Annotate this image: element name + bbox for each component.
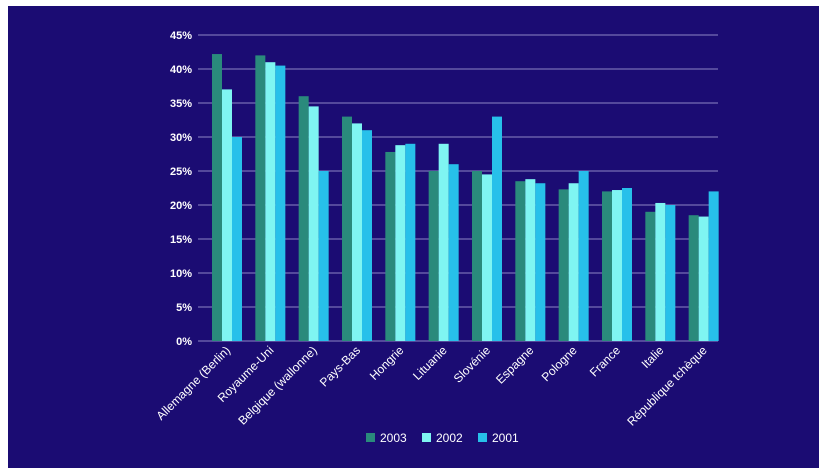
bar-2001 — [708, 191, 719, 341]
bar-2002 — [698, 216, 709, 341]
legend-label: 2001 — [492, 431, 519, 445]
bar-2001 — [665, 205, 676, 341]
bar-2003 — [298, 96, 309, 341]
bar-2003 — [688, 215, 699, 341]
y-tick-label: 5% — [176, 302, 192, 314]
bar-2002 — [438, 143, 449, 341]
x-tick-label: Lituanie — [410, 343, 450, 383]
x-tick-label: France — [587, 343, 624, 380]
bar-2002 — [265, 62, 276, 341]
x-tick-label: République tchèque — [624, 343, 710, 429]
y-tick-label: 15% — [170, 234, 192, 246]
bar-2002 — [612, 190, 622, 341]
legend-label: 2003 — [380, 431, 407, 445]
bar-2002 — [482, 174, 492, 341]
y-tick-label: 10% — [170, 268, 192, 280]
bar-2002 — [222, 89, 232, 342]
bar-2001 — [578, 171, 589, 341]
y-tick-label: 45% — [170, 30, 192, 42]
x-tick-label: Espagne — [493, 343, 537, 387]
x-tick-label: Hongrie — [367, 343, 407, 383]
bar-2003 — [212, 54, 222, 341]
bar-2003 — [385, 151, 396, 341]
bar-2001 — [492, 116, 502, 341]
bar-2003 — [645, 211, 656, 341]
legend-label: 2002 — [436, 431, 463, 445]
y-tick-label: 40% — [170, 64, 192, 76]
bar-chart: 0% 5% 10% 15% 20% 25% 30% 35% 40% 45% Allemagne (B… — [153, 30, 719, 445]
bar-2001 — [622, 188, 632, 341]
bar-2002 — [655, 202, 666, 341]
bar-2003 — [558, 189, 569, 341]
bar-2002 — [352, 123, 362, 342]
y-tick-label: 20% — [170, 200, 192, 212]
bar-2003 — [428, 171, 439, 341]
legend-swatch — [366, 433, 375, 442]
x-tick-label: Allemagne (Berlin) — [153, 343, 233, 423]
legend-swatch — [478, 433, 487, 442]
x-tick-label: Belgique (wallonne) — [235, 343, 319, 427]
bar-2002 — [568, 183, 579, 341]
y-tick-label: 25% — [170, 166, 192, 178]
bar-2002 — [395, 145, 406, 341]
bar-2001 — [362, 130, 372, 341]
bar-2003 — [472, 171, 482, 341]
x-tick-label: Pays-Bas — [317, 343, 363, 389]
y-tick-label: 35% — [170, 98, 192, 110]
bar-2001 — [405, 143, 416, 341]
y-tick-label: 30% — [170, 132, 192, 144]
bar-2003 — [515, 181, 526, 341]
bar-2001 — [318, 171, 329, 341]
y-tick-label: 0% — [176, 336, 192, 348]
bar-2003 — [255, 55, 266, 342]
bar-2002 — [525, 179, 536, 341]
legend-swatch — [422, 433, 431, 442]
bar-2001 — [535, 183, 546, 341]
bar-2003 — [602, 191, 612, 341]
bar-2003 — [342, 116, 352, 341]
bar-2002 — [308, 106, 319, 342]
bar-2001 — [275, 65, 286, 341]
bar-2001 — [232, 137, 242, 341]
chart-slide: 0% 5% 10% 15% 20% 25% 30% 35% 40% 45% Allemagne (B… — [8, 6, 819, 468]
x-tick-label: Slovénie — [451, 343, 494, 386]
x-tick-label: Italie — [639, 343, 667, 371]
x-tick-label: Pologne — [539, 343, 580, 384]
bar-2001 — [448, 164, 459, 341]
